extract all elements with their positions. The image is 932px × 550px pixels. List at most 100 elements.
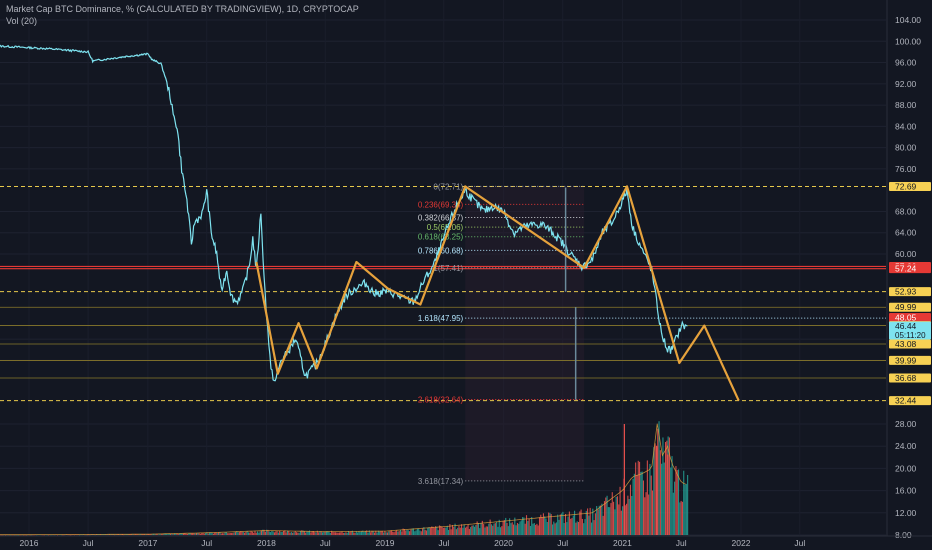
time-tick-label: 2022 bbox=[732, 538, 751, 548]
volume-bar bbox=[538, 517, 541, 535]
volume-bar bbox=[198, 533, 200, 535]
volume-bar bbox=[180, 533, 182, 535]
volume-bar bbox=[683, 470, 685, 535]
wave-pattern-line[interactable] bbox=[255, 185, 740, 402]
time-tick-label: Jul bbox=[438, 538, 449, 548]
price-tick-label: 92.00 bbox=[895, 79, 917, 89]
volume-bar bbox=[350, 531, 352, 535]
volume-bar bbox=[214, 532, 216, 535]
volume-bar bbox=[288, 530, 290, 535]
price-label-value: 32.44 bbox=[895, 396, 917, 406]
volume-bar bbox=[373, 532, 376, 535]
volume-bar bbox=[94, 534, 96, 536]
volume-bar bbox=[411, 528, 413, 535]
volume-tick-label: 16.00 bbox=[895, 486, 917, 496]
volume-bar bbox=[572, 515, 574, 535]
volume-bar bbox=[138, 534, 140, 536]
volume-bar bbox=[532, 523, 534, 535]
volume-bar bbox=[153, 533, 155, 535]
volume-bar bbox=[375, 530, 377, 535]
volume-bar bbox=[169, 533, 172, 535]
volume-bar bbox=[251, 531, 253, 535]
time-tick-label: Jul bbox=[794, 538, 805, 548]
volume-bar bbox=[266, 529, 268, 535]
volume-bar bbox=[676, 470, 678, 535]
volume-bar bbox=[485, 526, 487, 535]
volume-bar bbox=[406, 529, 408, 535]
volume-bar bbox=[390, 530, 392, 535]
volume-bar bbox=[262, 529, 264, 535]
volume-bar bbox=[306, 531, 308, 535]
volume-bar bbox=[415, 530, 417, 535]
price-tick-label: 84.00 bbox=[895, 121, 917, 131]
time-tick-label: 2017 bbox=[138, 538, 157, 548]
volume-bar bbox=[537, 525, 539, 535]
price-tick-label: 76.00 bbox=[895, 164, 917, 174]
volume-bar bbox=[388, 531, 390, 535]
volume-bar bbox=[194, 533, 196, 535]
volume-bar bbox=[653, 447, 655, 535]
volume-bar bbox=[455, 529, 457, 535]
volume-bar bbox=[419, 530, 421, 535]
volume-bar bbox=[292, 532, 294, 535]
price-axis-background bbox=[887, 0, 932, 550]
time-tick-label: Jul bbox=[320, 538, 331, 548]
volume-bar bbox=[307, 531, 309, 535]
volume-bar bbox=[351, 530, 353, 535]
time-tick-label: Jul bbox=[557, 538, 568, 548]
volume-bar bbox=[366, 530, 368, 535]
volume-bar bbox=[490, 524, 492, 535]
volume-bar bbox=[670, 467, 672, 535]
volume-bar bbox=[581, 518, 583, 535]
volume-bar bbox=[414, 531, 416, 535]
volume-bar bbox=[471, 525, 473, 535]
volume-bar bbox=[622, 506, 624, 535]
volume-bar bbox=[336, 532, 338, 535]
volume-bar bbox=[466, 526, 468, 535]
volume-bar bbox=[501, 526, 503, 535]
volume-bar bbox=[605, 497, 607, 535]
volume-bar bbox=[69, 534, 72, 536]
volume-bar bbox=[349, 532, 351, 535]
price-label-badge bbox=[889, 339, 931, 349]
volume-bar bbox=[542, 513, 544, 535]
volume-bar bbox=[481, 520, 483, 535]
volume-bar bbox=[236, 531, 238, 535]
volume-bar bbox=[367, 532, 369, 535]
volume-bar bbox=[394, 531, 396, 535]
volume-bar bbox=[319, 531, 321, 535]
volume-bar bbox=[410, 529, 412, 535]
volume-bar bbox=[668, 437, 670, 535]
volume-bar bbox=[323, 531, 325, 535]
volume-bar bbox=[646, 460, 648, 535]
volume-bar bbox=[316, 530, 318, 535]
volume-bar bbox=[650, 475, 652, 535]
volume-bar bbox=[114, 534, 116, 536]
volume-bar bbox=[155, 533, 157, 535]
volume-indicator-label[interactable]: Vol (20) bbox=[6, 16, 38, 26]
volume-bar bbox=[283, 530, 285, 535]
volume-bar bbox=[124, 534, 126, 536]
volume-bar bbox=[619, 486, 621, 535]
volume-bar bbox=[659, 450, 661, 535]
fib-level-label: 0(72.71) bbox=[433, 182, 463, 191]
volume-bar bbox=[550, 514, 552, 535]
volume-bar bbox=[255, 532, 257, 535]
volume-bar bbox=[324, 531, 326, 535]
volume-bar bbox=[389, 531, 391, 535]
volume-bar bbox=[228, 533, 230, 535]
volume-bar bbox=[245, 531, 247, 535]
volume-bar bbox=[310, 532, 312, 535]
volume-bar bbox=[641, 471, 643, 535]
volume-bar bbox=[677, 469, 680, 535]
volume-bar bbox=[585, 510, 587, 535]
volume-bar bbox=[403, 529, 405, 535]
volume-bar bbox=[263, 529, 265, 535]
volume-bar bbox=[362, 530, 364, 535]
volume-bar bbox=[249, 532, 251, 535]
volume-bar bbox=[202, 532, 204, 535]
volume-tick-label: 28.00 bbox=[895, 419, 917, 429]
